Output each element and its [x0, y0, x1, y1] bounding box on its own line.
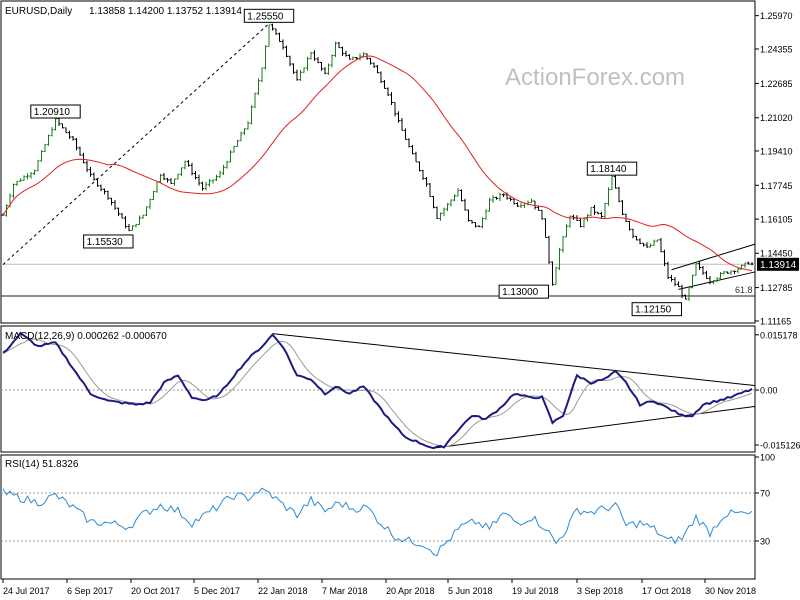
rsi-series — [2, 487, 753, 557]
moving-average-line — [2, 55, 753, 272]
price-annotation-label: 1.12150 — [635, 305, 672, 316]
price-panel-frame — [0, 0, 756, 324]
price-annotation-label: 1.18140 — [590, 164, 627, 175]
price-tick-label: 1.25970 — [760, 11, 793, 21]
macd-tick-label: 0.00 — [760, 386, 778, 396]
date-axis: 24 Jul 2017 6 Sep 2017 20 Oct 2017 5 Dec 20… — [2, 579, 756, 596]
date-tick-label: 20 Apr 2018 — [386, 586, 435, 596]
macd-axis: 0.015178 0.00 -0.015126 — [755, 330, 800, 451]
price-tick-label: 1.22685 — [760, 79, 793, 89]
date-tick-label: 3 Sep 2018 — [577, 586, 623, 596]
dashed-trendline — [2, 10, 284, 265]
price-tick-label: 1.19410 — [760, 146, 793, 156]
price-tick-label: 1.21020 — [760, 113, 793, 123]
rsi-axis: 100 70 30 — [755, 453, 775, 547]
price-annotation-label: 1.25550 — [247, 11, 284, 22]
price-tick-label: 1.14450 — [760, 249, 793, 259]
date-tick-label: 7 Mar 2018 — [322, 586, 368, 596]
ohlc-header: 1.13858 1.14200 1.13752 1.13914 — [89, 6, 242, 17]
triangle-trendline — [671, 243, 756, 271]
date-tick-label: 19 Jul 2018 — [512, 586, 559, 596]
date-tick-label: 5 Jun 2018 — [448, 586, 493, 596]
rsi-line — [2, 487, 753, 557]
rsi-label: RSI(14) 51.8326 — [5, 459, 79, 470]
macd-label: MACD(12,26,9) 0.000262 -0.000670 — [5, 331, 167, 342]
price-bars — [1, 23, 754, 301]
price-grid — [1, 263, 755, 297]
macd-tick-label: -0.015126 — [760, 441, 800, 451]
date-tick-label: 30 Nov 2018 — [705, 586, 756, 596]
rsi-tick-label: 70 — [760, 489, 770, 499]
current-price-box — [757, 257, 799, 271]
date-tick-label: 5 Dec 2017 — [194, 586, 240, 596]
rsi-panel-frame — [0, 454, 756, 580]
price-annotation-box — [83, 234, 134, 249]
price-annotation-box — [243, 8, 295, 23]
macd-panel-frame — [0, 325, 756, 453]
moving-average-polyline — [2, 55, 753, 272]
rsi-levels — [1, 492, 755, 542]
macd-main-line — [2, 331, 753, 450]
instrument-title: EURUSD,Daily — [5, 6, 72, 17]
rsi-tick-label: 30 — [760, 537, 770, 547]
date-tick-label: 17 Oct 2018 — [642, 586, 691, 596]
price-tick-label: 1.11165 — [760, 317, 791, 327]
price-annotation-box — [498, 284, 550, 299]
macd-tick-label: 0.015178 — [760, 330, 798, 340]
price-annotation-box — [631, 302, 682, 317]
date-tick-label: 24 Jul 2017 — [3, 586, 50, 596]
current-price-label: 1.13914 — [760, 260, 797, 271]
price-axis: 1.25970 1.24355 1.22685 1.21020 1.19410 1.177… — [755, 11, 793, 327]
price-annotation-label: 1.20910 — [34, 107, 71, 118]
macd-trendline — [433, 405, 756, 449]
fib-level-label: 61.8 — [735, 285, 753, 295]
price-tick-label: 1.16105 — [760, 215, 793, 225]
macd-trendlines — [272, 333, 756, 449]
price-tick-label: 1.12785 — [760, 283, 793, 293]
rsi-tick-label: 100 — [760, 453, 775, 463]
date-tick-label: 20 Oct 2017 — [131, 586, 180, 596]
macd-trendline — [272, 333, 756, 387]
price-tick-label: 1.24355 — [760, 44, 793, 54]
current-price-marker: 1.13914 — [757, 257, 799, 271]
price-annotation-box — [30, 104, 81, 119]
date-tick-label: 6 Sep 2017 — [67, 586, 113, 596]
price-annotation-box — [586, 161, 638, 176]
price-annotation-label: 1.15530 — [87, 237, 124, 248]
price-tick-label: 1.17745 — [760, 181, 793, 191]
price-annotation-label: 1.13000 — [502, 287, 539, 298]
price-annotations: 1.20910 1.15530 1.25550 1.13000 1.18140 1.121… — [30, 8, 682, 317]
macd-signal-line — [2, 338, 753, 447]
date-tick-label: 22 Jan 2018 — [258, 586, 308, 596]
macd-series — [2, 331, 753, 450]
watermark: ActionForex.com — [505, 64, 685, 91]
